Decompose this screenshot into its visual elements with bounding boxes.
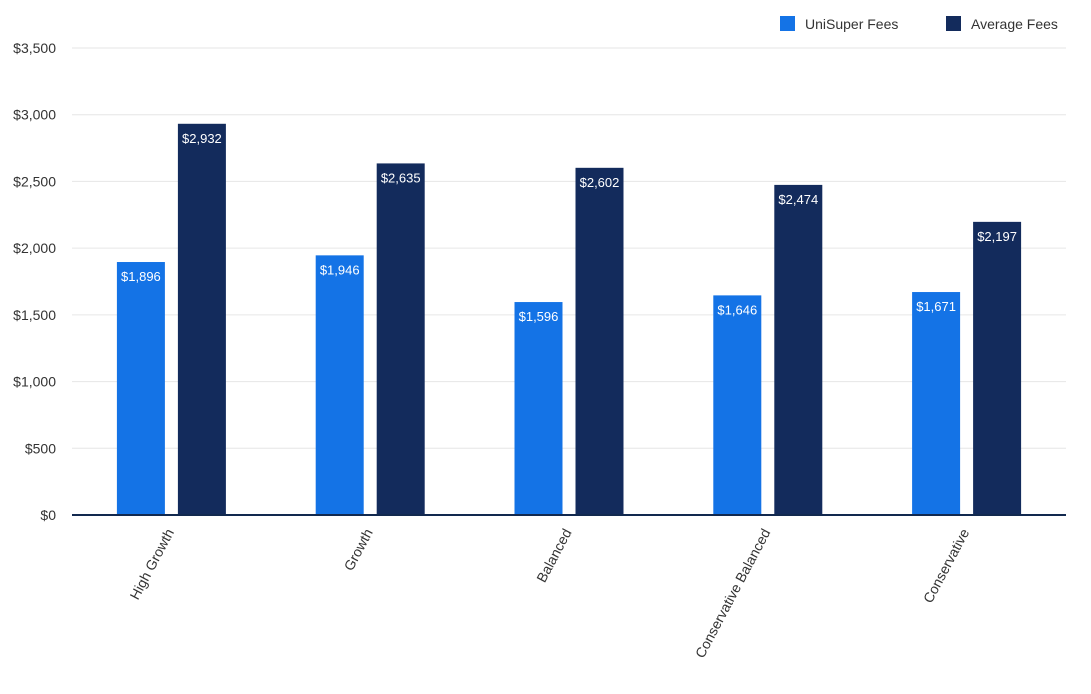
bar-unisuper-fees[interactable] bbox=[116, 262, 165, 515]
legend-swatch-unisuper-fees bbox=[780, 16, 795, 31]
bar-average-fees[interactable] bbox=[973, 221, 1022, 515]
y-tick-label: $1,000 bbox=[13, 374, 56, 390]
legend-label-average-fees[interactable]: Average Fees bbox=[971, 16, 1058, 32]
bar-unisuper-fees[interactable] bbox=[912, 292, 961, 515]
bar-unisuper-fees[interactable] bbox=[315, 255, 364, 515]
data-label: $2,932 bbox=[182, 131, 222, 146]
data-label: $1,896 bbox=[121, 269, 161, 284]
data-label: $2,474 bbox=[778, 192, 818, 207]
data-label: $2,602 bbox=[580, 175, 620, 190]
y-tick-label: $2,000 bbox=[13, 240, 56, 256]
legend-swatch-average-fees bbox=[946, 16, 961, 31]
bar-average-fees[interactable] bbox=[177, 123, 226, 516]
bar-average-fees[interactable] bbox=[774, 184, 823, 516]
legend-label-unisuper-fees[interactable]: UniSuper Fees bbox=[805, 16, 898, 32]
bar-unisuper-fees[interactable] bbox=[514, 302, 563, 515]
bar-unisuper-fees[interactable] bbox=[713, 295, 762, 515]
data-label: $2,635 bbox=[381, 170, 421, 185]
y-tick-label: $1,500 bbox=[13, 307, 56, 323]
y-tick-label: $3,000 bbox=[13, 107, 56, 123]
data-label: $1,646 bbox=[717, 302, 757, 317]
data-label: $1,596 bbox=[519, 309, 559, 324]
bar-average-fees[interactable] bbox=[376, 163, 425, 515]
x-category-label: High Growth bbox=[126, 526, 177, 602]
data-label: $1,671 bbox=[916, 299, 956, 314]
y-tick-label: $0 bbox=[40, 507, 56, 523]
bar-average-fees[interactable] bbox=[575, 167, 624, 516]
y-tick-label: $2,500 bbox=[13, 173, 56, 189]
x-category-label: Conservative Balanced bbox=[692, 526, 774, 661]
y-tick-label: $3,500 bbox=[13, 40, 56, 56]
data-label: $2,197 bbox=[977, 229, 1017, 244]
x-category-label: Growth bbox=[341, 526, 376, 573]
x-category-label: Conservative bbox=[920, 526, 973, 606]
y-tick-label: $500 bbox=[25, 440, 56, 456]
x-category-label: Balanced bbox=[533, 526, 575, 585]
data-label: $1,946 bbox=[320, 262, 360, 277]
